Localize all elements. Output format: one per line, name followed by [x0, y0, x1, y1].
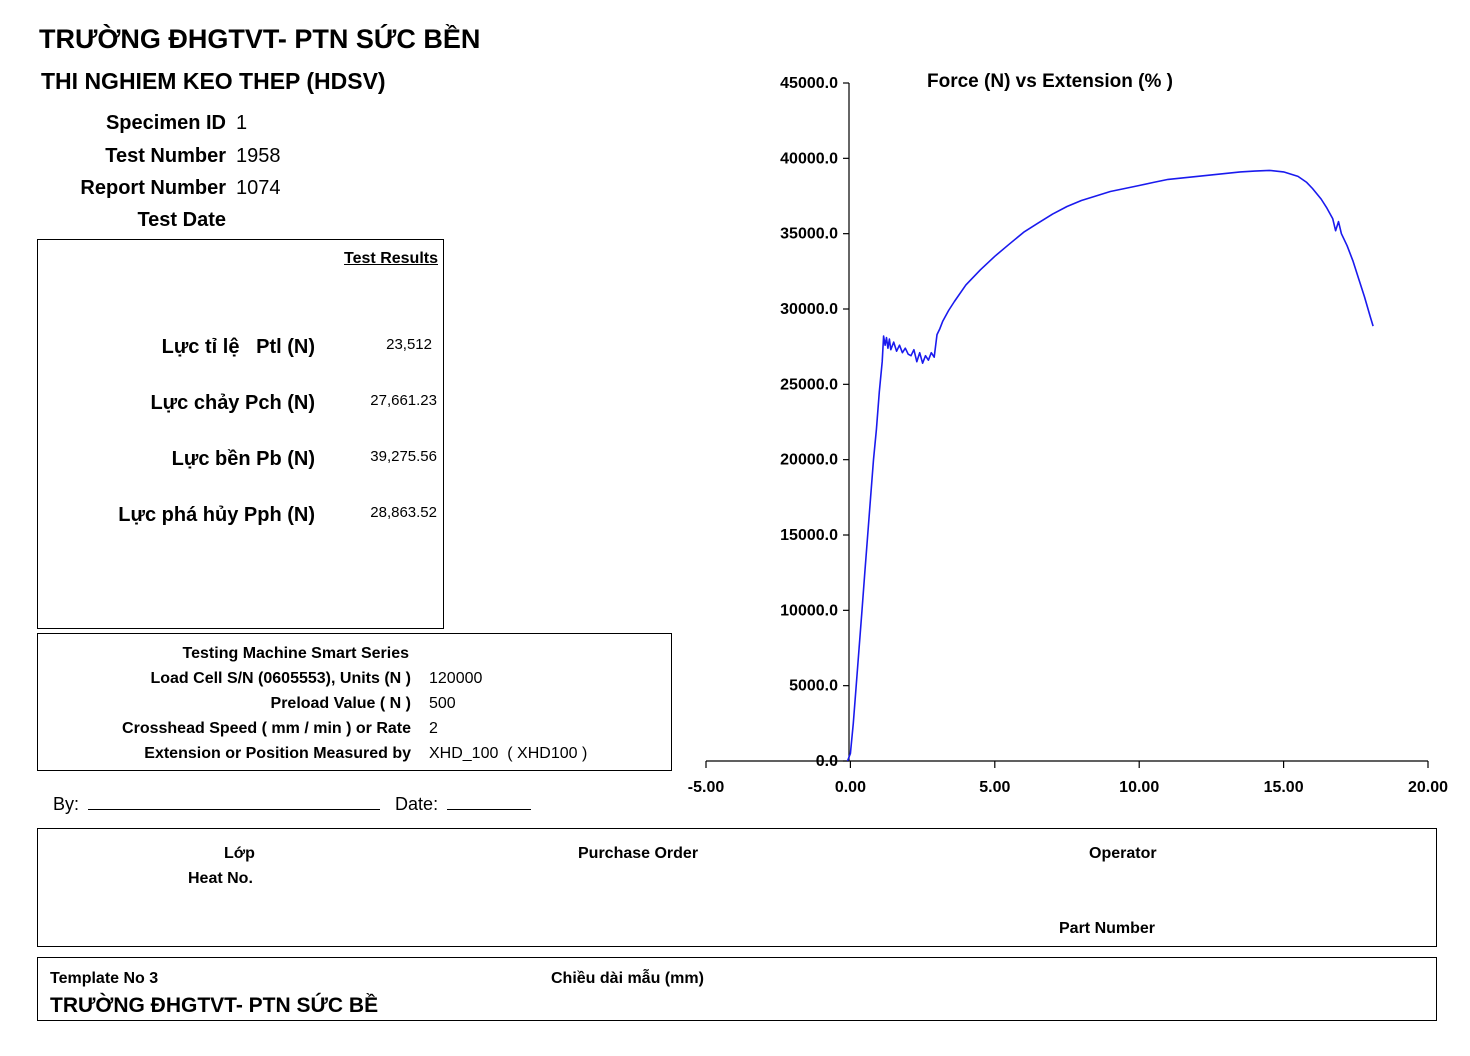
by-signature-line: [88, 795, 381, 810]
operator-label: Operator: [1089, 845, 1157, 862]
test-results-panel: Test Results Lực tỉ lệ Ptl (N) 23,512 Lự…: [37, 239, 444, 629]
machine-value-speed: 2: [429, 720, 438, 737]
machine-value-preload: 500: [429, 695, 456, 712]
chart-title: Force (N) vs Extension (% ): [927, 71, 1173, 92]
specimen-id-value: 1: [236, 112, 248, 134]
force-extension-chart: Force (N) vs Extension (% ) -5.00 0.00 5.0…: [688, 71, 1448, 796]
machine-label-preload: Preload Value ( N ): [270, 695, 411, 712]
test-results-heading: Test Results: [344, 250, 438, 267]
footer-org-title: TRƯỜNG ĐHGTVT- PTN SỨC BỀ: [50, 994, 379, 1017]
machine-label-extension: Extension or Position Measured by: [144, 745, 411, 762]
footer-panel: Template No 3 Chiều dài mẫu (mm) TRƯỜNG …: [37, 957, 1437, 1021]
force-extension-curve: [846, 169, 1374, 762]
test-date-label: Test Date: [137, 209, 226, 231]
result-label-ptl: Lực tỉ lệ Ptl (N): [161, 336, 315, 358]
machine-panel: Testing Machine Smart Series Load Cell S…: [37, 633, 672, 771]
y-tick-label: 35000.0: [780, 226, 838, 243]
x-tick-label: -5.00: [688, 779, 725, 796]
specimen-length-label: Chiều dài mẫu (mm): [551, 970, 704, 987]
signature-row: By: Date:: [53, 794, 532, 815]
heat-no-label: Heat No.: [188, 870, 253, 887]
y-tick-label: 45000.0: [780, 75, 838, 92]
test-number-value: 1958: [236, 145, 281, 167]
y-tick-label: 0.0: [816, 753, 838, 770]
machine-title: Testing Machine Smart Series: [182, 645, 409, 662]
y-tick-label: 10000.0: [780, 602, 838, 619]
by-label: By:: [53, 794, 80, 814]
test-title: THI NGHIEM KEO THEP (HDSV): [41, 68, 386, 94]
x-tick-label: 5.00: [979, 779, 1010, 796]
test-number-label: Test Number: [105, 145, 226, 167]
purchase-order-label: Purchase Order: [578, 845, 699, 862]
template-label: Template No 3: [50, 970, 159, 987]
y-tick-label: 40000.0: [780, 150, 838, 167]
part-number-label: Part Number: [1059, 920, 1156, 937]
machine-value-load-cell: 120000: [429, 670, 483, 687]
result-label-pph: Lực phá hủy Pph (N): [118, 504, 315, 526]
org-title: TRƯỜNG ĐHGTVT- PTN SỨC BỀN: [39, 24, 481, 54]
x-tick-label: 10.00: [1119, 779, 1159, 796]
report-number-label: Report Number: [80, 177, 226, 199]
x-tick-label: 20.00: [1408, 779, 1448, 796]
info-panel: Lớp Heat No. Purchase Order Operator Par…: [37, 828, 1437, 947]
result-value-pch: 27,661.23: [370, 392, 437, 409]
y-tick-label: 20000.0: [780, 452, 838, 469]
machine-value-extension: XHD_100 ( XHD100 ): [429, 745, 588, 762]
date-line: [447, 795, 532, 810]
result-label-pch: Lực chảy Pch (N): [150, 392, 315, 414]
report-number-value: 1074: [236, 177, 281, 199]
y-tick-label: 30000.0: [780, 301, 838, 318]
y-tick-label: 15000.0: [780, 527, 838, 544]
result-label-pb: Lực bền Pb (N): [171, 448, 315, 470]
specimen-id-label: Specimen ID: [105, 112, 226, 134]
y-tick-label: 25000.0: [780, 376, 838, 393]
date-label: Date:: [395, 794, 439, 814]
x-tick-label: 0.00: [835, 779, 866, 796]
result-value-ptl: 23,512: [386, 336, 432, 353]
x-tick-label: 15.00: [1264, 779, 1304, 796]
machine-label-speed: Crosshead Speed ( mm / min ) or Rate: [122, 720, 411, 737]
class-label: Lớp: [224, 845, 255, 862]
result-value-pb: 39,275.56: [370, 448, 437, 465]
result-value-pph: 28,863.52: [370, 504, 437, 521]
y-tick-label: 5000.0: [789, 678, 838, 695]
machine-label-load-cell: Load Cell S/N (0605553), Units (N ): [150, 670, 411, 687]
